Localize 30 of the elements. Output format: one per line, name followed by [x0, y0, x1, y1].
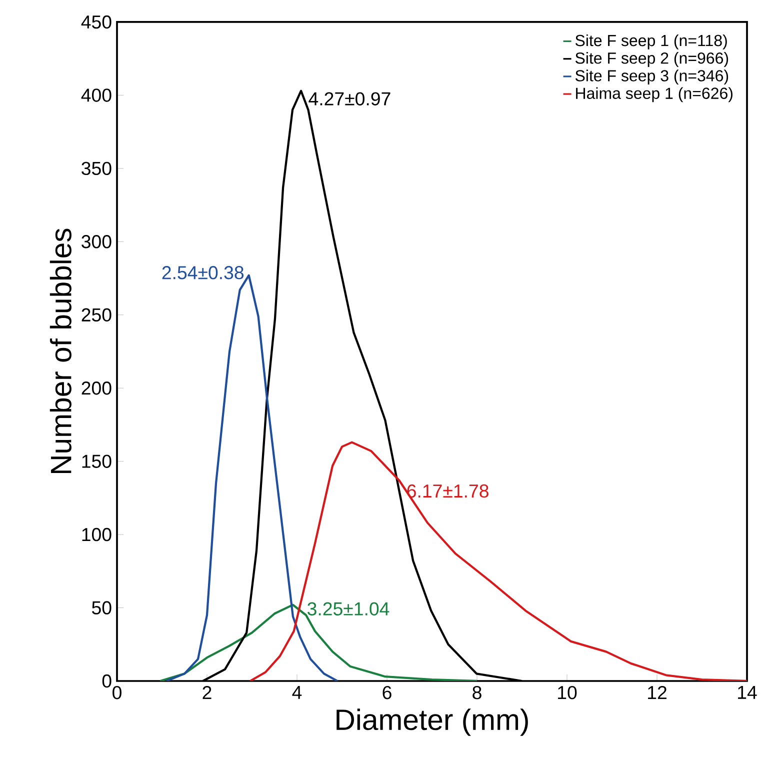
y-tick-label: 250: [82, 308, 112, 322]
legend-label: Site F seep 1 (n=118): [575, 34, 727, 50]
x-tick-label: 12: [648, 686, 666, 700]
x-tick-label: 0: [112, 686, 122, 700]
y-axis-title: Number of bubbles: [50, 228, 72, 474]
line-series: [159, 604, 478, 682]
x-tick-label: 14: [738, 686, 757, 699]
y-tick-label: 0: [102, 674, 112, 688]
x-tick-label: 10: [558, 686, 577, 700]
legend-label: Site F seep 2 (n=966): [575, 52, 728, 67]
annotation: 4.27±0.97: [308, 92, 390, 106]
x-tick-label: 6: [382, 686, 392, 700]
annotation: 2.54±0.38: [162, 266, 244, 280]
y-tick-label: 200: [82, 381, 112, 395]
x-tick-label: 4: [292, 686, 302, 699]
y-tick-label: 350: [82, 162, 112, 176]
legend-label: Haima seep 1 (n=626): [576, 87, 732, 102]
y-tick-label: 300: [82, 235, 112, 248]
y-tick-label: 100: [82, 528, 112, 542]
x-tick-label: 8: [472, 686, 482, 700]
y-tick-label: 50: [92, 601, 112, 614]
annotation: 3.25±1.04: [308, 602, 390, 616]
y-tick-label: 150: [82, 454, 112, 468]
x-tick-label: 2: [202, 686, 212, 700]
annotation: 6.17±1.78: [407, 484, 488, 498]
y-tick-label: 400: [81, 88, 112, 102]
legend-label: Site F seep 3 (n=346): [575, 70, 728, 85]
x-axis-title: Diameter (mm): [336, 708, 528, 736]
line-series: [249, 441, 748, 682]
y-tick-label: 450: [81, 15, 112, 29]
